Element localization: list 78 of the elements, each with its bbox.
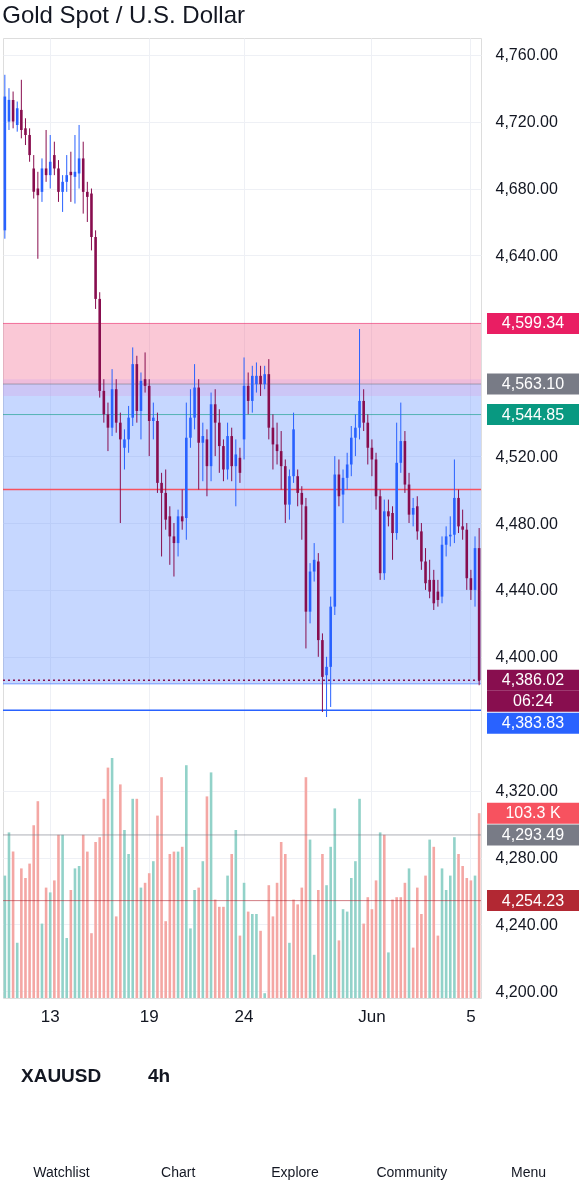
ref-line-label: 4,563.10 <box>501 375 565 393</box>
bar <box>333 808 337 998</box>
chart-title: Gold Spot / U.S. Dollar <box>2 1 246 28</box>
bar <box>32 825 36 998</box>
text: 103.3 K <box>505 804 561 822</box>
bar <box>255 914 258 998</box>
y-tick-label: 4,320.00 <box>495 782 558 800</box>
bar <box>428 839 431 998</box>
text: Menu <box>511 1164 547 1180</box>
bar <box>152 861 155 998</box>
bar <box>160 777 163 998</box>
bar <box>218 906 221 998</box>
y-tick-label: 4,440.00 <box>495 581 558 599</box>
bar <box>123 830 126 998</box>
x-tick-label: 24 <box>234 1006 254 1026</box>
bar <box>296 904 299 998</box>
bar <box>366 897 370 998</box>
bar <box>185 765 188 998</box>
text: XAUUSD <box>21 1065 102 1086</box>
bar <box>424 875 427 998</box>
bar <box>292 899 295 998</box>
y-tick-label: 4,720.00 <box>495 113 558 131</box>
ref-line-label: 4,386.02 <box>501 671 565 689</box>
y-tick-label: 4,640.00 <box>495 246 558 264</box>
text: Watchlist <box>33 1164 90 1180</box>
text: 4h <box>148 1065 171 1086</box>
ref-line-label: 4,383.83 <box>501 714 565 732</box>
bar <box>48 892 52 998</box>
bar <box>259 930 262 998</box>
y-tick-label: 4,400.00 <box>495 648 558 666</box>
bar <box>391 899 394 998</box>
text: Chart <box>161 1164 196 1180</box>
bar <box>197 887 200 998</box>
bar <box>395 897 398 998</box>
y-tick-label: 4,760.00 <box>495 46 558 64</box>
y-tick-label: 4,520.00 <box>495 447 558 465</box>
y-tick-label: 4,280.00 <box>495 849 558 867</box>
y-tick-label: 4,200.00 <box>495 982 558 1000</box>
x-tick-label: 19 <box>139 1006 159 1026</box>
ref-line-label: 4,599.34 <box>501 314 565 332</box>
text: 06:24 <box>512 692 554 710</box>
bar <box>415 887 419 998</box>
text: Community <box>376 1164 448 1180</box>
bar <box>119 784 122 998</box>
bar <box>399 897 403 998</box>
bar <box>15 942 19 998</box>
bar <box>226 875 229 998</box>
bar <box>263 993 266 998</box>
x-tick-label: Jun <box>358 1006 386 1026</box>
y-tick-label: 4,240.00 <box>495 915 558 933</box>
bar <box>251 914 254 998</box>
bar <box>222 906 225 998</box>
y-tick-label: 4,680.00 <box>495 180 558 198</box>
bar <box>193 890 196 998</box>
ref-line-label: 4,293.49 <box>501 825 565 843</box>
ref-line-label: 4,544.85 <box>501 405 565 423</box>
y-tick-label: 4,480.00 <box>495 514 558 532</box>
bar <box>387 952 390 998</box>
bar <box>284 854 287 998</box>
bar <box>131 798 135 998</box>
x-tick-label: 13 <box>40 1006 60 1026</box>
bar <box>81 834 85 998</box>
bar <box>147 873 151 998</box>
text: Explore <box>271 1164 319 1180</box>
bar <box>20 868 23 998</box>
bar <box>288 942 291 998</box>
bar <box>432 846 436 998</box>
bar <box>230 854 233 998</box>
bar <box>453 837 456 998</box>
bar <box>382 834 386 998</box>
bar <box>321 854 324 998</box>
bar <box>98 837 102 998</box>
bar <box>61 834 64 998</box>
bar <box>457 854 460 998</box>
bar <box>358 798 361 998</box>
x-tick-label: 5 <box>466 1006 476 1026</box>
bar <box>57 834 60 998</box>
ref-line-label: 4,254.23 <box>501 891 565 909</box>
